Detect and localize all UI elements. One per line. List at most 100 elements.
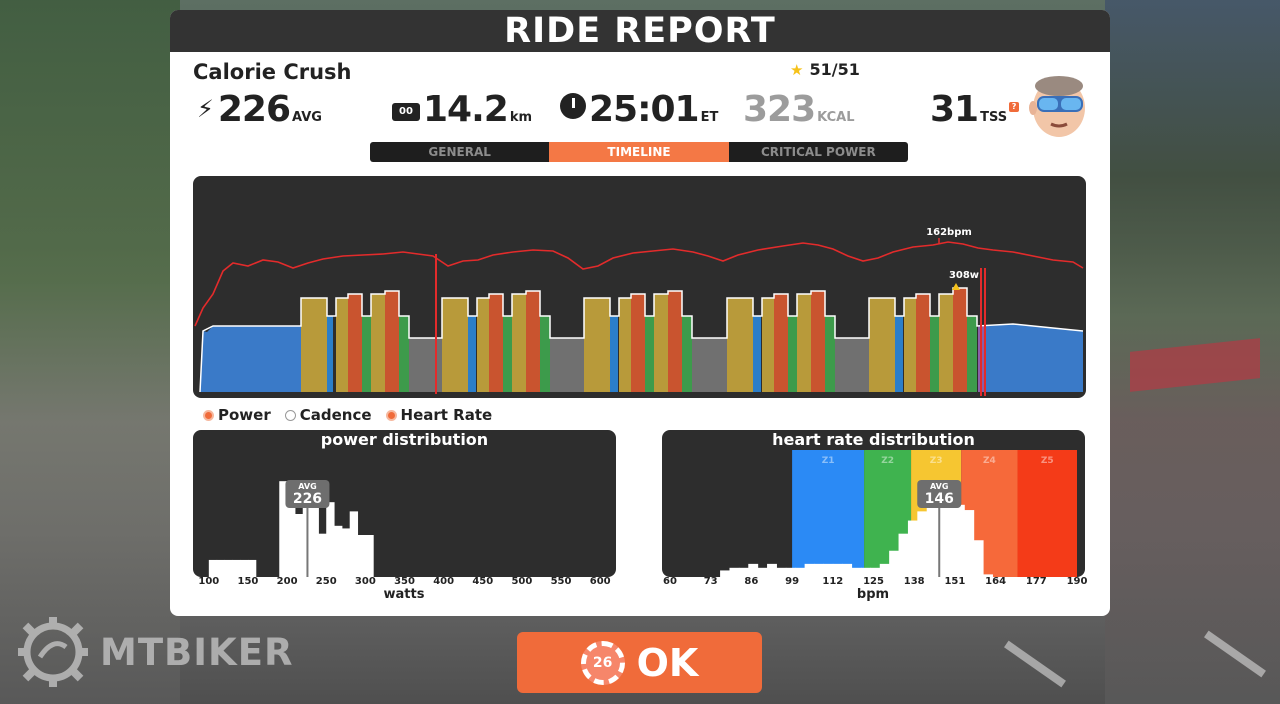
hr-dist-bar: [936, 498, 947, 577]
distance-unit: km: [509, 110, 533, 125]
power-x-label: watts: [383, 587, 425, 602]
x-tick-label: 73: [703, 576, 718, 587]
tab-critical-power[interactable]: CRITICAL POWER: [760, 145, 876, 159]
hr-dist-bar: [757, 567, 768, 577]
x-tick-label: 138: [903, 576, 925, 587]
x-tick-label: 164: [985, 576, 1007, 587]
power-distribution-title: power distribution: [320, 430, 489, 449]
hr-dist-bar: [851, 567, 862, 577]
tss-help-icon[interactable]: ?: [1009, 102, 1020, 112]
power-dist-bar: [224, 559, 233, 577]
tab-timeline[interactable]: TIMELINE: [549, 142, 729, 162]
stars-count: 51/51: [809, 60, 860, 79]
heart-rate-line: [194, 241, 1084, 327]
timeline-svg: 162bpm 308w: [194, 227, 1084, 396]
x-tick-label: 125: [863, 576, 884, 587]
hr-dist-bar: [832, 563, 843, 577]
x-tick-label: 151: [944, 576, 966, 587]
hr-dist-bar: [814, 563, 824, 577]
hr-distribution-panel: Z1 Z2 Z3 Z4 Z5 AVG 146: [662, 430, 1085, 577]
hr-zone-label: Z2: [881, 456, 894, 466]
x-tick-label: 500: [511, 576, 533, 587]
watermark: MTBIKER: [16, 615, 293, 689]
legend-power-label: Power: [218, 406, 271, 424]
x-tick-label: 400: [433, 576, 455, 587]
power-dist-bar: [341, 528, 351, 577]
x-tick-label: 200: [276, 576, 298, 587]
star-icon: ★: [790, 61, 804, 79]
hr-dist-bar: [729, 567, 740, 577]
tab-general[interactable]: GENERAL: [428, 145, 491, 159]
hr-x-label: bpm: [856, 587, 890, 602]
x-tick-label: 300: [354, 576, 376, 587]
distance-value: 14.2: [423, 89, 509, 130]
watermark-text: MTBIKER: [100, 630, 294, 674]
power-dist-bar: [357, 535, 366, 577]
hr-dist-bar: [898, 533, 909, 577]
timeline-chart: 162bpm 308w: [193, 176, 1086, 398]
max-power-marker-icon: [952, 283, 960, 290]
power-dist-bar: [279, 481, 288, 577]
hr-dist-bar: [954, 504, 965, 577]
ok-button-label: OK: [636, 640, 699, 685]
x-tick-label: 190: [1066, 576, 1088, 587]
hr-dist-bar: [907, 520, 918, 577]
power-unit: AVG: [292, 110, 322, 125]
avg-badge-value: 226: [293, 491, 322, 507]
hr-distribution-title: heart rate distribution: [772, 430, 975, 449]
avg-badge-label: AVG: [930, 482, 948, 491]
background-left: [0, 0, 180, 704]
workout-name: Calorie Crush: [193, 60, 352, 84]
hr-dist-bar: [842, 563, 853, 577]
x-tick-label: 60: [663, 576, 677, 587]
power-dist-bar: [334, 525, 343, 577]
x-tick-label: 86: [744, 576, 759, 587]
hr-dist-bar: [795, 567, 806, 577]
hr-dist-bar: [748, 563, 759, 577]
legend-cadence[interactable]: Cadence: [284, 406, 372, 424]
x-tick-label: 550: [550, 576, 572, 587]
legend-heart-rate[interactable]: Heart Rate: [385, 406, 492, 424]
legend-cadence-label: Cadence: [299, 406, 372, 424]
max-hr-label: 162bpm: [926, 227, 972, 238]
avg-badge-value: 146: [925, 491, 954, 507]
power-distribution-panel: AVG 226: [193, 430, 616, 577]
time-unit: ET: [700, 110, 719, 125]
hr-dist-bar: [776, 567, 787, 577]
x-tick-label: 250: [315, 576, 337, 587]
stat-tss: 31 TSS?: [930, 89, 1020, 130]
power-dist-bar: [247, 559, 257, 577]
time-value: 25:01: [589, 89, 700, 130]
x-tick-label: 600: [589, 576, 611, 587]
hr-dist-bar: [973, 540, 984, 577]
ride-report-panel: RIDE REPORT Calorie Crush ★ 51/51 ⚡ 226 AVG…: [170, 10, 1110, 616]
hr-dist-bar: [926, 500, 937, 577]
hr-zone-label: Z5: [1041, 456, 1054, 466]
report-tabs: GENERAL TIMELINE CRITICAL POWER: [370, 142, 908, 162]
ok-button[interactable]: 26 OK: [517, 632, 762, 693]
calories-value: 323: [743, 89, 816, 130]
hr-dist-bar: [917, 511, 928, 577]
max-power-label: 308w: [949, 270, 979, 281]
cadence-dot-icon: [284, 409, 296, 421]
tss-value: 31: [930, 89, 979, 130]
rider-avatar: [1029, 76, 1085, 137]
timeline-legend: Power Cadence Heart Rate: [203, 406, 492, 424]
power-dist-bar: [216, 559, 225, 577]
avg-badge: [285, 480, 330, 508]
x-tick-label: 350: [394, 576, 415, 587]
hr-dist-bar: [823, 563, 834, 577]
avg-badge: [917, 480, 962, 508]
legend-power[interactable]: Power: [203, 406, 271, 424]
gear-logo-icon: [18, 617, 88, 687]
x-tick-label: 99: [785, 576, 800, 587]
hr-dist-bar: [889, 550, 900, 577]
hr-dist-bar: [738, 567, 749, 577]
hr-dist-bar: [785, 567, 796, 577]
x-tick-label: 112: [822, 576, 844, 587]
hr-dist-bar: [964, 510, 975, 577]
power-dist-bar: [232, 559, 241, 577]
power-dist-bar: [208, 559, 218, 577]
